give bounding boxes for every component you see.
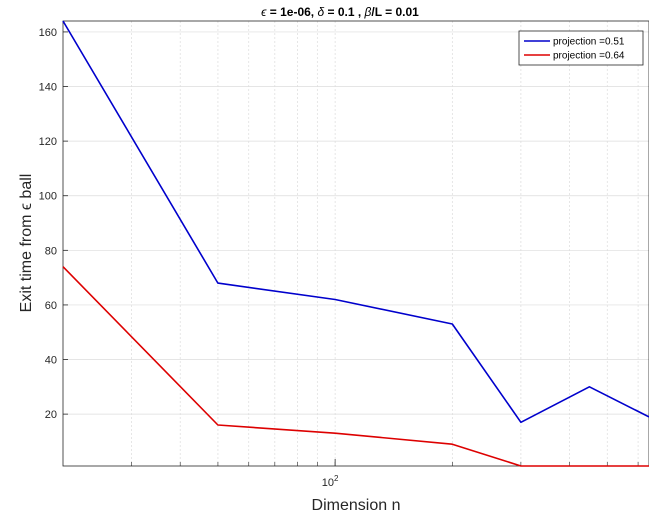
series-line-2 bbox=[62, 266, 649, 467]
y-tick-label: 140 bbox=[39, 82, 57, 94]
y-axis-label: Exit time from ϵ ball bbox=[18, 174, 35, 313]
y-axis-ticks: 20 40 60 80 100 120 140 160 bbox=[39, 27, 68, 421]
x-tick-label: 102 bbox=[322, 474, 339, 489]
legend: projection =0.51 projection =0.64 bbox=[518, 30, 644, 66]
y-tick-label: 40 bbox=[45, 355, 57, 367]
y-tick-label: 120 bbox=[39, 136, 57, 148]
x-axis-label: Dimension n bbox=[312, 497, 401, 514]
legend-label-1: projection =0.51 bbox=[553, 37, 625, 48]
series-line-1 bbox=[62, 20, 649, 424]
legend-label-2: projection =0.64 bbox=[553, 51, 625, 62]
y-tick-label: 80 bbox=[45, 245, 57, 257]
grid-lines bbox=[63, 21, 649, 466]
y-tick-label: 160 bbox=[39, 27, 57, 39]
series-lines bbox=[62, 20, 649, 467]
legend-box bbox=[518, 30, 644, 66]
y-tick-label: 100 bbox=[39, 191, 57, 203]
x-axis-ticks: 102 bbox=[131, 459, 639, 489]
plot-area-border bbox=[62, 20, 649, 467]
y-tick-label: 20 bbox=[45, 409, 57, 421]
y-tick-label: 60 bbox=[45, 300, 57, 312]
chart-title: ϵ = 1e-06, δ = 0.1 , β/L = 0.01 bbox=[261, 5, 419, 19]
